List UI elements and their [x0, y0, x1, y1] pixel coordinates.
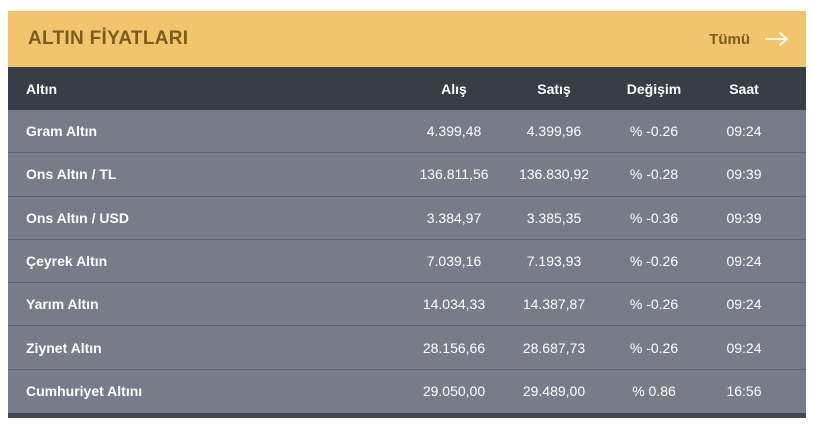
table-body: Gram Altın 4.399,48 4.399,96 % -0.26 09:… — [8, 110, 806, 414]
column-header-satis: Satış — [537, 80, 571, 97]
table-header-row: Altın Alış Satış Değişim Saat — [8, 67, 806, 110]
cell-change: % -0.26 — [629, 253, 679, 270]
cell-change: % 0.86 — [632, 383, 676, 400]
table-row[interactable]: Ziynet Altın 28.156,66 28.687,73 % -0.26… — [8, 326, 806, 370]
widget-title: ALTIN FİYATLARI — [28, 28, 189, 49]
prices-table: Altın Alış Satış Değişim Saat Gram Altın… — [8, 67, 806, 414]
cell-time: 09:24 — [726, 296, 762, 313]
cell-buy-price: 28.156,66 — [422, 339, 486, 356]
cell-gold-name: Cumhuriyet Altını — [26, 383, 143, 400]
cell-gold-name: Gram Altın — [26, 123, 98, 140]
widget-bottom-bar — [8, 413, 806, 419]
page: ALTIN FİYATLARI Tümü Altın Alış Satış De… — [8, 11, 806, 419]
cell-time: 09:39 — [726, 209, 762, 226]
cell-gold-name: Yarım Altın — [26, 296, 99, 313]
cell-buy-price: 4.399,48 — [426, 123, 482, 140]
cell-buy-price: 7.039,16 — [426, 253, 482, 270]
cell-sell-price: 4.399,96 — [526, 123, 582, 140]
cell-sell-price: 29.489,00 — [522, 383, 586, 400]
cell-buy-price: 3.384,97 — [426, 209, 482, 226]
column-header-alis: Alış — [441, 80, 467, 97]
cell-gold-name: Çeyrek Altın — [26, 253, 108, 270]
cell-sell-price: 7.193,93 — [526, 253, 582, 270]
table-row[interactable]: Ons Altın / TL 136.811,56 136.830,92 % -… — [8, 153, 806, 197]
table-row[interactable]: Gram Altın 4.399,48 4.399,96 % -0.26 09:… — [8, 110, 806, 154]
cell-buy-price: 29.050,00 — [422, 383, 486, 400]
cell-sell-price: 3.385,35 — [526, 209, 582, 226]
cell-time: 09:39 — [726, 166, 762, 183]
cell-sell-price: 28.687,73 — [522, 339, 586, 356]
cell-time: 09:24 — [726, 339, 762, 356]
arrow-right-icon — [764, 31, 790, 47]
gold-prices-widget: ALTIN FİYATLARI Tümü Altın Alış Satış De… — [8, 11, 806, 419]
cell-change: % -0.26 — [629, 296, 679, 313]
all-link[interactable]: Tümü — [709, 31, 790, 48]
column-header-degisim: Değişim — [626, 80, 682, 97]
cell-gold-name: Ziynet Altın — [26, 339, 102, 356]
widget-header: ALTIN FİYATLARI Tümü — [8, 11, 806, 67]
all-link-label: Tümü — [709, 30, 750, 48]
table-row[interactable]: Ons Altın / USD 3.384,97 3.385,35 % -0.3… — [8, 196, 806, 240]
cell-sell-price: 14.387,87 — [522, 296, 586, 313]
cell-change: % -0.28 — [629, 166, 679, 183]
cell-change: % -0.26 — [629, 339, 679, 356]
cell-time: 09:24 — [726, 123, 762, 140]
cell-time: 16:56 — [726, 383, 762, 400]
table-row[interactable]: Çeyrek Altın 7.039,16 7.193,93 % -0.26 0… — [8, 239, 806, 284]
column-header-altin: Altın — [26, 80, 58, 97]
cell-change: % -0.26 — [629, 123, 679, 140]
cell-sell-price: 136.830,92 — [518, 166, 590, 183]
cell-gold-name: Ons Altın / TL — [26, 166, 117, 183]
cell-buy-price: 14.034,33 — [422, 296, 486, 313]
cell-buy-price: 136.811,56 — [419, 166, 489, 183]
cell-change: % -0.36 — [629, 209, 679, 226]
table-row[interactable]: Cumhuriyet Altını 29.050,00 29.489,00 % … — [8, 369, 806, 414]
column-header-saat: Saat — [729, 80, 759, 97]
table-row[interactable]: Yarım Altın 14.034,33 14.387,87 % -0.26 … — [8, 283, 806, 327]
cell-time: 09:24 — [726, 253, 762, 270]
cell-gold-name: Ons Altın / USD — [26, 209, 129, 226]
